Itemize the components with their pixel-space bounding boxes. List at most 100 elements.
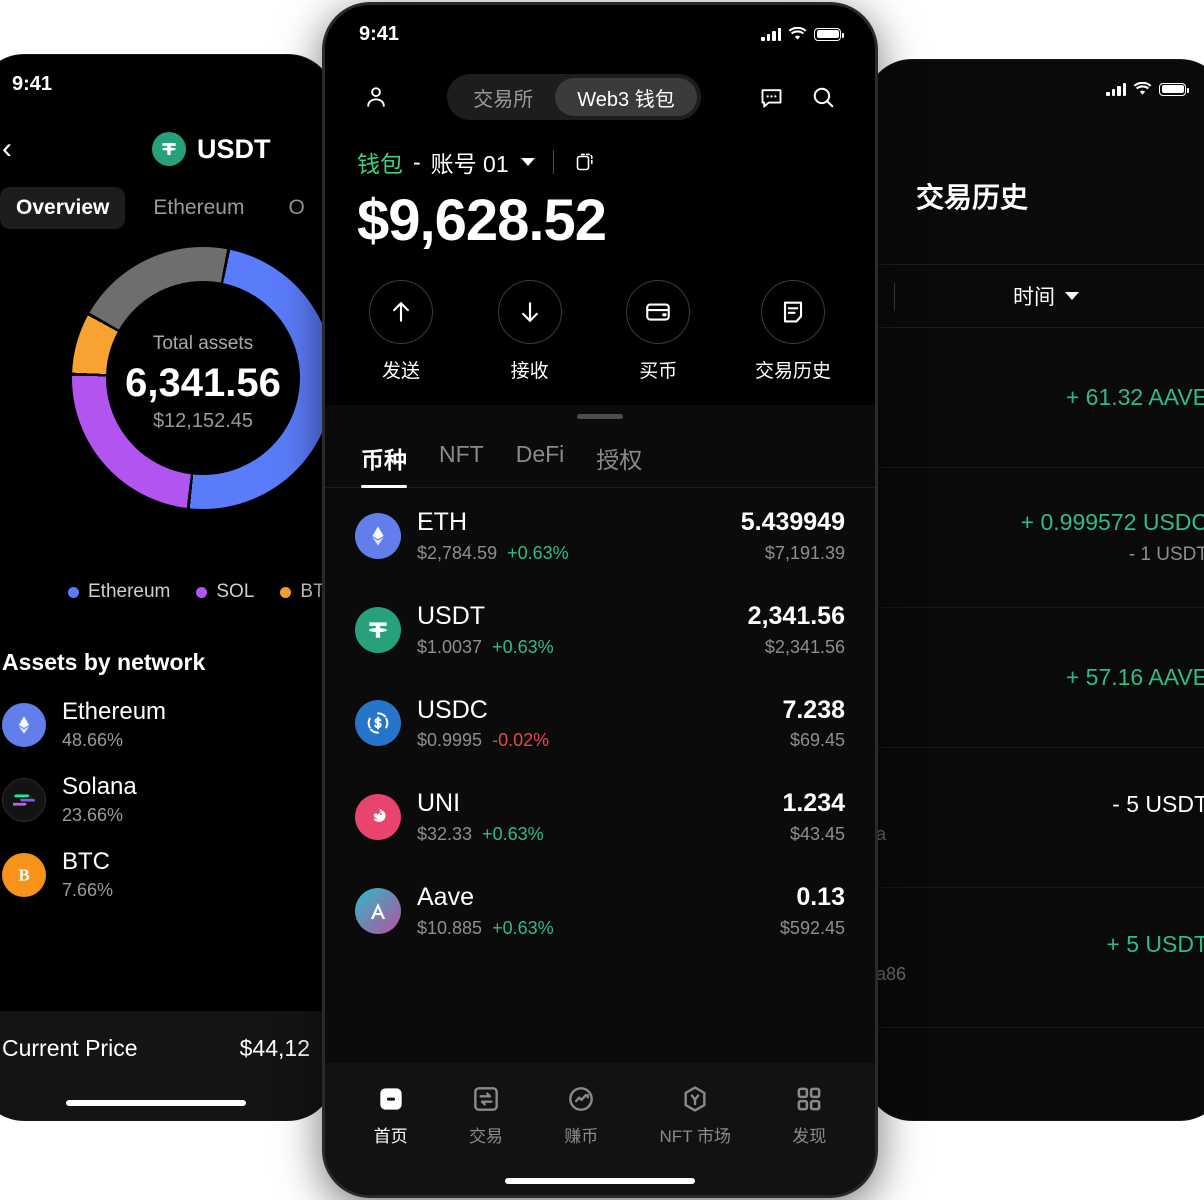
action-label: 发送 [381, 361, 420, 382]
sheet-grabber[interactable] [577, 414, 623, 419]
account-separator: - [413, 148, 421, 175]
page-title: USDT [152, 132, 271, 166]
transaction-row[interactable]: + 0.999572 USDC - 1 USDT [866, 468, 1204, 608]
center-phone-web3-wallet: 9:41 交易所 Web3 钱包 [322, 2, 878, 1198]
tab-overview[interactable]: Overview [0, 187, 126, 229]
action-buy[interactable]: 买币 [626, 280, 691, 383]
usdt-icon [152, 132, 186, 166]
token-change: +0.63% [492, 917, 554, 938]
network-row-ethereum[interactable]: Ethereum 48.66% [0, 676, 334, 751]
legend-item-sol: SOL [196, 581, 254, 603]
nav-item-discover[interactable]: 发现 [792, 1083, 826, 1147]
wallet-label: 钱包 [357, 151, 403, 177]
nav-item-earn[interactable]: 赚币 [564, 1083, 598, 1147]
token-symbol: UNI [417, 789, 461, 818]
person-icon[interactable] [357, 78, 395, 116]
donut-hole [106, 281, 300, 475]
chart-legend: Ethereum SOL BTC [0, 581, 334, 603]
nav-item-nft-market[interactable]: NFT 市场 [660, 1083, 731, 1147]
action-receive[interactable]: 接收 [497, 280, 562, 383]
right-status-bar [866, 60, 1204, 118]
chevron-down-icon[interactable] [520, 158, 535, 166]
search-icon[interactable] [805, 78, 843, 116]
legend-label-ethereum: Ethereum [88, 581, 171, 602]
right-phone-transaction-history: 交易历史 时间 + 61.32 AAVE + 0.999572 USDC - 1… [866, 60, 1204, 1120]
filter-divider [894, 283, 895, 311]
transaction-amount: + 57.16 AAVE [1065, 664, 1204, 690]
aave-icon [355, 887, 401, 934]
current-price-value: $44,12 [239, 1035, 310, 1061]
token-amount: 2,341.56 [747, 601, 845, 630]
usdc-icon [355, 700, 401, 747]
swap-icon [470, 1083, 502, 1115]
token-price: $32.33 [417, 824, 473, 844]
eth-icon [2, 702, 46, 747]
current-price-bar: Current Price $44,12 [0, 1011, 334, 1086]
token-row-eth[interactable]: ETH $2,784.59 +0.63% 5.439949 $7,191.39 [355, 488, 845, 582]
network-row-solana[interactable]: Solana 23.66% [0, 751, 334, 826]
eth-icon [355, 512, 401, 559]
token-amount: 1.234 [782, 789, 845, 818]
tab-nft[interactable]: NFT [439, 441, 484, 467]
token-row-uni[interactable]: UNI $32.33 +0.63% 1.234 $43.45 [355, 769, 845, 863]
nav-item-trade[interactable]: 交易 [469, 1083, 503, 1147]
tab-ethereum[interactable]: Ethereum [153, 196, 245, 219]
chevron-down-icon[interactable] [1065, 292, 1079, 300]
chevron-left-icon[interactable]: ‹ [2, 132, 12, 165]
center-top-bar: 交易所 Web3 钱包 [325, 63, 875, 123]
history-filter-bar[interactable]: 时间 [866, 264, 1204, 328]
tab-approvals[interactable]: 授权 [596, 447, 643, 473]
quick-actions: 发送 接收 买币 [325, 254, 875, 383]
token-price: $10.885 [417, 917, 483, 938]
nav-label: 赚币 [564, 1127, 599, 1146]
nav-item-home[interactable]: 首页 [374, 1083, 408, 1147]
token-change: +0.63% [482, 824, 544, 844]
tab-exchange[interactable]: 交易所 [473, 88, 534, 111]
wifi-icon [1133, 82, 1152, 96]
nft-icon [679, 1083, 711, 1115]
transaction-row[interactable]: + 5 USDT ba86 [866, 888, 1204, 1028]
network-name: Ethereum [62, 698, 167, 725]
chat-icon[interactable] [753, 78, 791, 116]
filter-label: 时间 [1013, 286, 1055, 309]
transaction-row[interactable]: + 61.32 AAVE [866, 328, 1204, 468]
assets-by-network-title: Assets by network [2, 649, 206, 675]
top-segmented-control[interactable]: 交易所 Web3 钱包 [447, 74, 701, 120]
donut-subvalue: $12,152.45 [152, 410, 254, 432]
token-value: $43.45 [789, 824, 845, 844]
arrow-up-icon [369, 280, 433, 344]
network-row-btc[interactable]: B BTC 7.66% [0, 826, 334, 901]
transaction-row[interactable]: + 57.16 AAVE [866, 608, 1204, 748]
tab-defi[interactable]: DeFi [515, 441, 565, 467]
token-value: $7,191.39 [764, 542, 845, 563]
action-send[interactable]: 发送 [369, 280, 433, 383]
earn-icon [565, 1083, 597, 1115]
left-status-bar: 9:41 [0, 55, 334, 113]
credit-card-icon [626, 280, 691, 344]
token-row-usdt[interactable]: USDT $1.0037 +0.63% 2,341.56 $2,341.56 [355, 582, 845, 676]
left-title-text: USDT [197, 133, 271, 164]
token-change: +0.63% [492, 636, 554, 657]
token-change: -0.02% [492, 730, 550, 751]
tab-other[interactable]: O [288, 196, 305, 219]
sol-icon [2, 777, 46, 822]
transaction-row[interactable]: - 5 USDT 0a [866, 748, 1204, 888]
nav-label: 发现 [792, 1127, 827, 1146]
uni-icon [355, 794, 401, 841]
tab-tokens[interactable]: 币种 [361, 441, 407, 488]
token-price: $0.9995 [417, 730, 483, 751]
network-name: Solana [62, 773, 137, 800]
tab-web3-wallet[interactable]: Web3 钱包 [555, 78, 697, 116]
nav-label: NFT 市场 [659, 1127, 731, 1146]
account-selector[interactable]: 钱包 - 账号 01 [325, 123, 875, 179]
account-name: 账号 01 [430, 151, 509, 177]
action-history[interactable]: 交易历史 [755, 280, 831, 383]
assets-donut-chart: Total assets 6,341.56 $12,152.45 [0, 247, 334, 577]
token-row-usdc[interactable]: USDC $0.9995 -0.02% 7.238 $69.45 [355, 676, 845, 770]
token-row-aave[interactable]: Aave $10.885 +0.63% 0.13 $592.45 [355, 863, 845, 957]
transaction-amount: + 5 USDT [1106, 930, 1204, 957]
copy-icon[interactable] [572, 149, 598, 175]
action-label: 接收 [510, 361, 549, 382]
network-pct: 7.66% [62, 880, 114, 900]
